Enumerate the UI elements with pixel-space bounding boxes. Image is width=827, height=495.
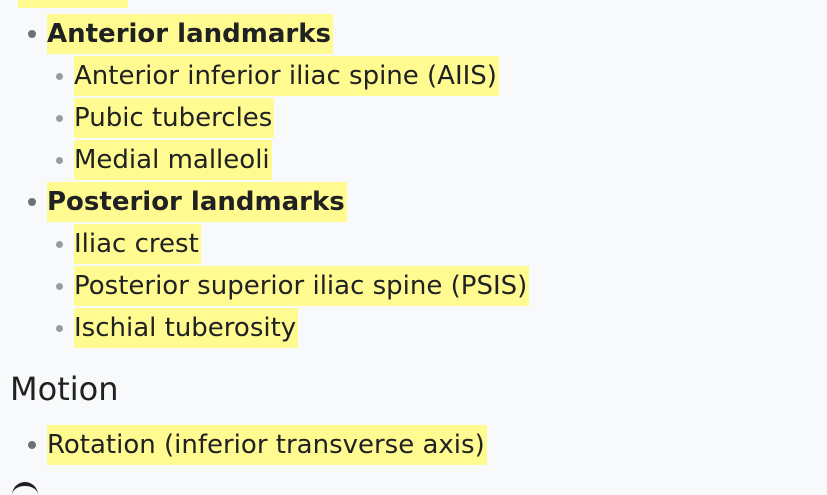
list-item: Posterior superior iliac spine (PSIS) xyxy=(56,265,530,307)
section-heading-motion: Motion xyxy=(10,370,119,408)
list-item: Rotation (inferior transverse axis) xyxy=(28,424,487,466)
list-item: Iliac crest xyxy=(56,223,529,265)
posterior-landmarks-sublist: Iliac crest Posterior superior iliac spi… xyxy=(28,223,530,349)
list-item: Anterior inferior iliac spine (AIIS) xyxy=(56,55,529,97)
bullet-icon xyxy=(28,30,36,38)
bullet-icon xyxy=(56,72,63,80)
anterior-landmarks-sublist: Anterior inferior iliac spine (AIIS) Pub… xyxy=(28,55,529,181)
bullet-icon xyxy=(56,240,63,248)
group-label-anterior: Anterior landmarks xyxy=(47,14,333,54)
motion-list: Rotation (inferior transverse axis) xyxy=(28,424,487,466)
next-heading-fragment xyxy=(12,482,38,495)
bullet-icon xyxy=(56,324,63,332)
group-label-posterior: Posterior landmarks xyxy=(47,182,347,222)
bullet-icon xyxy=(28,198,36,206)
list-item-text: Medial malleoli xyxy=(74,140,272,180)
previous-item-highlight-fragment xyxy=(18,0,128,8)
list-item-text: Iliac crest xyxy=(74,224,201,264)
list-item-anterior-landmarks: Anterior landmarks Anterior inferior ili… xyxy=(28,13,529,181)
list-item-text: Rotation (inferior transverse axis) xyxy=(47,425,487,465)
list-item: Ischial tuberosity xyxy=(56,307,529,349)
bullet-icon xyxy=(56,156,63,164)
list-item: Pubic tubercles xyxy=(56,97,529,139)
list-item-posterior-landmarks: Posterior landmarks Iliac crest Posterio… xyxy=(28,181,530,349)
bullet-icon xyxy=(56,282,63,290)
bullet-icon xyxy=(56,114,63,122)
list-item-text: Pubic tubercles xyxy=(74,98,275,138)
list-item: Medial malleoli xyxy=(56,139,529,181)
bullet-icon xyxy=(28,441,36,449)
list-item-text: Posterior superior iliac spine (PSIS) xyxy=(74,266,530,306)
list-item-text: Ischial tuberosity xyxy=(74,308,299,348)
list-item-text: Anterior inferior iliac spine (AIIS) xyxy=(74,56,499,96)
landmarks-list: Anterior landmarks Anterior inferior ili… xyxy=(28,13,530,349)
